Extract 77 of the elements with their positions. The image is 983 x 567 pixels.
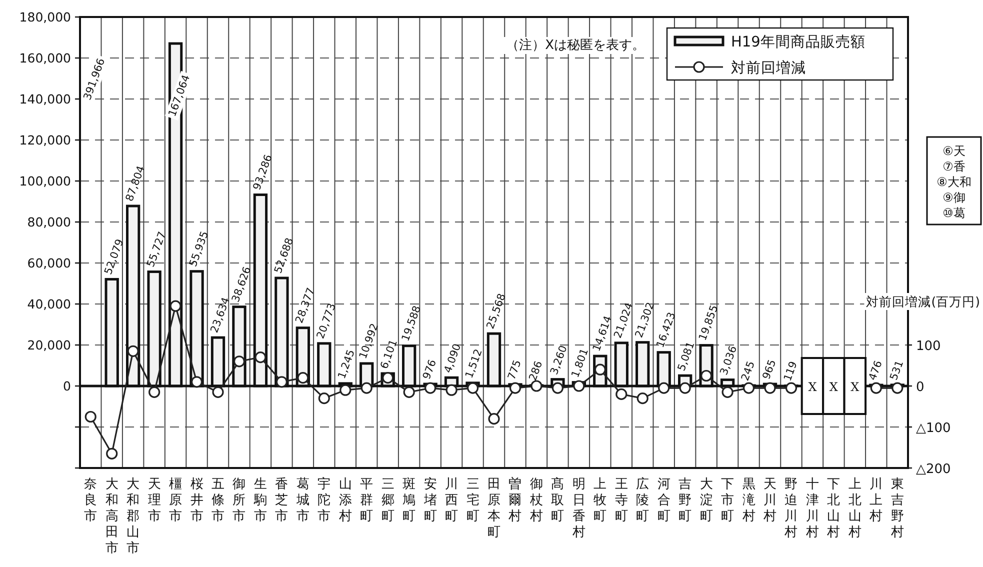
x-tick-label: 安堵町	[422, 476, 437, 524]
y-tick-label: 80,000	[27, 214, 72, 230]
x-tick-label: 大淀町	[700, 477, 713, 524]
data-label: 3,036	[718, 344, 740, 377]
x-tick-label: 奈良市	[84, 477, 98, 524]
x-tick-label: 斑鳩町	[402, 477, 416, 524]
data-label: 4,090	[442, 342, 464, 375]
data-label: 531	[888, 358, 906, 382]
data-label: 965	[760, 358, 779, 382]
x-tick-label: 御所市	[232, 477, 246, 524]
y-tick-label: 40,000	[27, 296, 72, 312]
y-tick-label: 140,000	[19, 92, 72, 106]
data-label: 119	[782, 360, 800, 383]
data-label: 5,081	[676, 340, 698, 373]
legend-label: 対前回増減	[731, 60, 806, 76]
x-tick-label: 下市町	[721, 477, 734, 524]
x-tick-label: 髙取町	[551, 476, 564, 524]
x-tick-label: 葛城市	[295, 477, 310, 524]
x-tick-label: 下北山村	[826, 477, 840, 540]
y-tick-label: 160,000	[19, 50, 72, 66]
x-tick-label: 三宅町	[466, 477, 480, 524]
x-tick-label: 河合町	[657, 477, 670, 524]
annotation: （注）Xは秘匿を表す。	[506, 38, 645, 53]
x-tick-label: 川上村	[868, 477, 883, 524]
x-tick-label: 生駒市	[252, 477, 267, 524]
y2-tick-label: 0	[916, 380, 924, 395]
y2-tick-label: 100	[916, 339, 941, 354]
x-tick-label: 野迫川村	[784, 477, 798, 540]
x-tick-label: 黒滝村	[741, 477, 756, 524]
y-tick-label: 60,000	[27, 256, 72, 270]
data-label: 976	[420, 358, 440, 382]
x-tick-label: 曽爾村	[508, 476, 522, 524]
data-label: 1,245	[336, 348, 358, 380]
y2label: 対前回増減(百万円)	[866, 294, 980, 309]
text: X	[829, 380, 838, 394]
x-tick-label: 五條市	[212, 477, 224, 524]
y2-tick-label: △100	[916, 421, 951, 436]
x-tick-label: 明日香村	[571, 477, 586, 540]
x-tick-label: 桜井市	[190, 477, 204, 524]
x-tick-label: 川西町	[445, 477, 458, 524]
x-tick-label: 大和高田市	[105, 477, 118, 556]
text: X	[808, 380, 817, 394]
x-tick-label: 広陵町	[636, 476, 650, 524]
y-tick-label: 20,000	[27, 338, 72, 352]
y-tick-label: 180,000	[19, 10, 72, 24]
x-tick-label: 十津川村	[804, 477, 819, 540]
data-label: 1,512	[463, 348, 485, 380]
x-tick-label: 山添村	[338, 477, 352, 524]
data-label: 775	[506, 358, 524, 382]
x-tick-label: 上牧町	[594, 477, 607, 524]
x-tick-label: 宇陀市	[318, 476, 331, 524]
side-notes: ⑥天 ⑦香 ⑧大和 ⑨御 ⑩葛	[926, 136, 982, 226]
x-tick-label: 王寺町	[614, 477, 628, 524]
x-tick-label: 平群町	[360, 477, 374, 524]
data-label: 476	[866, 358, 885, 382]
data-label: 286	[527, 359, 546, 382]
data-label: 1,801	[569, 346, 592, 380]
x-tick-label: 上北山村	[847, 477, 862, 540]
y-tick-label: 120,000	[19, 132, 72, 148]
data-label: 3,260	[548, 344, 570, 376]
legend-label: H19年間商品販売額	[731, 34, 866, 50]
y2-tick-label: △200	[916, 462, 951, 477]
x-tick-label: 香芝市	[275, 477, 288, 524]
y-tick-label: 0	[63, 378, 72, 394]
x-tick-label: 東吉野村	[890, 477, 904, 540]
x-tick-label: 天川村	[762, 477, 776, 524]
data-label: 6,101	[378, 338, 400, 371]
x-tick-label: 吉野町	[678, 477, 692, 524]
data-label: 245	[739, 360, 758, 383]
x-tick-label: 田原本町	[488, 477, 500, 540]
x-tick-label: 大和郡山市	[126, 477, 140, 556]
y-tick-label: 100,000	[19, 174, 72, 188]
text: X	[850, 380, 860, 394]
x-tick-label: 天理市	[148, 477, 161, 524]
x-tick-label: 御杖村	[528, 477, 543, 524]
x-tick-label: 橿原市	[169, 477, 182, 524]
x-tick-label: 三郷町	[381, 477, 394, 524]
